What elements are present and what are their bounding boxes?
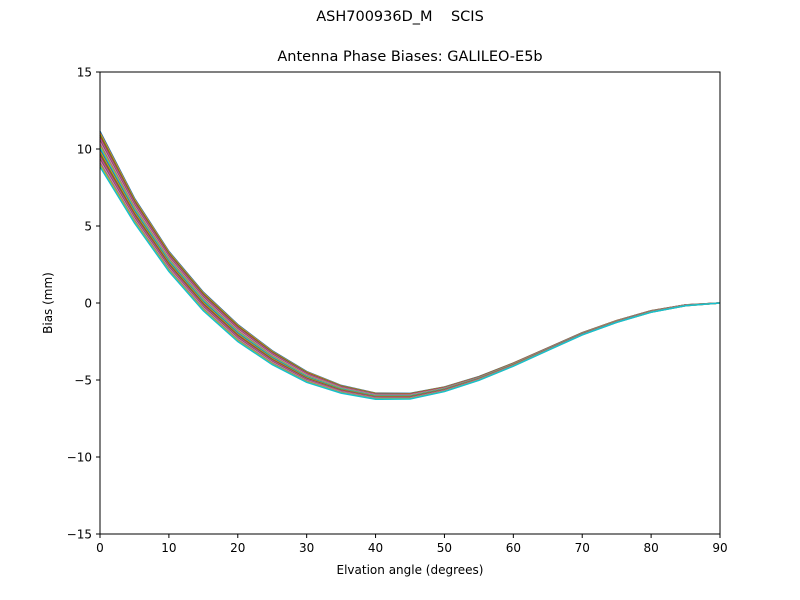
- series-line: [99, 166, 721, 401]
- y-tick-label: −10: [67, 451, 92, 465]
- y-tick-label: 0: [84, 297, 92, 311]
- figure-suptitle: ASH700936D_M SCIS: [316, 9, 484, 25]
- series-line: [99, 136, 721, 396]
- x-tick-label: 70: [575, 541, 590, 555]
- chart-title: Antenna Phase Biases: GALILEO-E5b: [277, 49, 543, 65]
- y-tick-label: −15: [67, 528, 92, 542]
- x-tick-label: 20: [230, 541, 245, 555]
- x-tick-label: 30: [299, 541, 314, 555]
- x-tick-label: 0: [96, 541, 104, 555]
- x-tick-label: 10: [161, 541, 176, 555]
- plot-frame: [99, 71, 721, 535]
- x-tick-label: 50: [437, 541, 452, 555]
- x-axis-ticks: 0 10 20 30 40 50 60 70 80 90: [96, 534, 728, 555]
- series-line: [99, 155, 721, 399]
- x-tick-label: 80: [643, 541, 658, 555]
- series-line: [99, 158, 721, 399]
- series-line: [99, 145, 721, 397]
- series-line: [99, 147, 721, 397]
- series-line: [99, 149, 721, 398]
- series-line: [99, 138, 721, 396]
- y-tick-label: 5: [84, 220, 92, 234]
- x-tick-label: 90: [712, 541, 727, 555]
- x-axis-label: Elvation angle (degrees): [337, 563, 484, 577]
- series-line: [99, 157, 721, 399]
- series-line: [99, 151, 721, 398]
- x-tick-label: 60: [506, 541, 521, 555]
- series-line: [99, 143, 721, 397]
- series-line: [99, 153, 721, 398]
- series-line: [99, 132, 721, 395]
- y-tick-label: 10: [77, 143, 92, 157]
- y-tick-label: 15: [77, 66, 92, 80]
- series-line: [99, 130, 721, 395]
- series-line: [99, 142, 721, 396]
- series-line: [99, 140, 721, 396]
- series-lines: [99, 130, 721, 401]
- y-axis-ticks: −15 −10 −5 0 5 10 15: [67, 66, 100, 542]
- x-tick-label: 40: [368, 541, 383, 555]
- series-line: [99, 134, 721, 395]
- y-tick-label: −5: [74, 374, 92, 388]
- y-axis-label: Bias (mm): [41, 272, 55, 334]
